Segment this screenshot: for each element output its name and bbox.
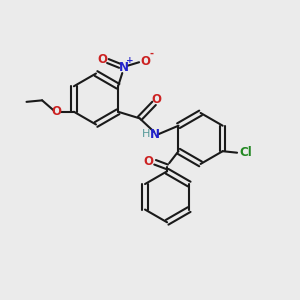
Text: O: O	[152, 93, 161, 106]
Text: O: O	[143, 154, 154, 168]
Text: +: +	[126, 56, 134, 64]
Text: Cl: Cl	[239, 146, 252, 159]
Text: H: H	[142, 129, 150, 139]
Text: -: -	[150, 49, 154, 59]
Text: O: O	[51, 105, 61, 118]
Text: O: O	[97, 53, 107, 66]
Text: O: O	[140, 55, 150, 68]
Text: N: N	[150, 128, 160, 141]
Text: N: N	[118, 61, 128, 74]
